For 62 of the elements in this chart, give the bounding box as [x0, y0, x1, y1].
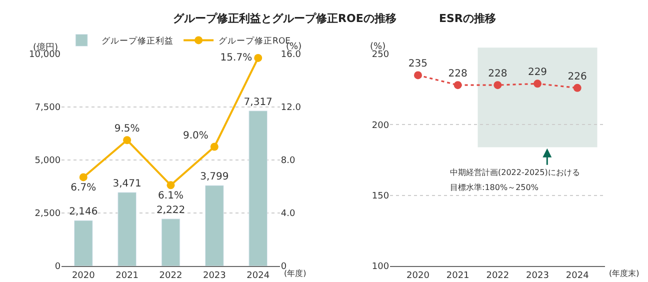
y-tick-label: 7,500 — [34, 103, 61, 114]
point — [414, 71, 422, 80]
y2-tick-label: 16.0 — [280, 50, 302, 60]
data-label: 9.5% — [114, 124, 140, 135]
x-tick-label: 2024 — [566, 270, 590, 281]
legend-label: グループ修正利益 — [102, 36, 174, 47]
x-tick-label: 2023 — [526, 270, 549, 281]
y2-tick-label: 0 — [280, 262, 287, 272]
y2-tick-label: 12.0 — [280, 103, 302, 114]
annotation: 目標水準:180%～250% — [450, 183, 539, 192]
point — [79, 173, 88, 182]
point — [166, 181, 175, 190]
data-label: 2,222 — [156, 204, 186, 216]
point — [123, 136, 132, 144]
bar — [161, 218, 180, 266]
data-label: 229 — [528, 67, 548, 78]
point — [210, 142, 218, 151]
bar — [248, 110, 268, 266]
data-label: 2,146 — [69, 206, 98, 218]
y-tick-label: 200 — [372, 120, 390, 131]
x-tick-label: 2022 — [159, 270, 182, 281]
bar — [74, 220, 93, 266]
point — [454, 81, 462, 90]
x-tick-label: 2022 — [486, 270, 510, 281]
bar — [205, 185, 224, 266]
x-tick-label: 2021 — [116, 270, 139, 281]
point — [254, 54, 262, 62]
y-tick-label: 10,000 — [29, 50, 61, 60]
y-axis-title: (%) — [370, 42, 386, 52]
data-label: 6.7% — [70, 182, 96, 194]
point — [534, 80, 542, 88]
point — [573, 84, 582, 92]
x-tick-label: 2023 — [202, 270, 226, 281]
x-axis-title: (年度) — [284, 269, 306, 278]
annotation: 中期経営計画(2022-2025)における — [450, 168, 580, 177]
data-label: 228 — [448, 68, 468, 80]
x-tick-label: 2021 — [446, 270, 470, 281]
y2-tick-label: 4.0 — [280, 209, 296, 220]
x-tick-label: 2020 — [72, 270, 96, 281]
data-label: 226 — [568, 71, 587, 82]
y-tick-label: 0 — [54, 262, 61, 272]
bar — [118, 192, 136, 266]
data-label: 3,471 — [112, 178, 142, 190]
y-tick-label: 250 — [372, 50, 390, 60]
x-axis-title: (年度末) — [609, 269, 640, 278]
point — [494, 81, 502, 90]
data-label: 9.0% — [183, 130, 208, 142]
y2-tick-label: 8.0 — [280, 156, 296, 166]
data-label: 15.7% — [220, 52, 252, 64]
y-tick-label: 100 — [372, 262, 390, 272]
data-label: 6.1% — [158, 190, 184, 202]
x-tick-label: 2020 — [406, 270, 430, 281]
data-label: 7,317 — [244, 96, 272, 108]
data-label: 228 — [488, 68, 508, 80]
y-tick-label: 5,000 — [34, 156, 61, 166]
x-tick-label: 2024 — [246, 270, 270, 281]
chart-title: グループ修正利益とグループ修正ROEの推移 — [173, 12, 396, 25]
data-label: 3,799 — [200, 171, 229, 182]
data-label: 235 — [408, 58, 428, 70]
y-tick-label: 2,500 — [34, 209, 61, 220]
y-tick-label: 150 — [372, 191, 390, 202]
chart-title: ESRの推移 — [439, 12, 496, 25]
